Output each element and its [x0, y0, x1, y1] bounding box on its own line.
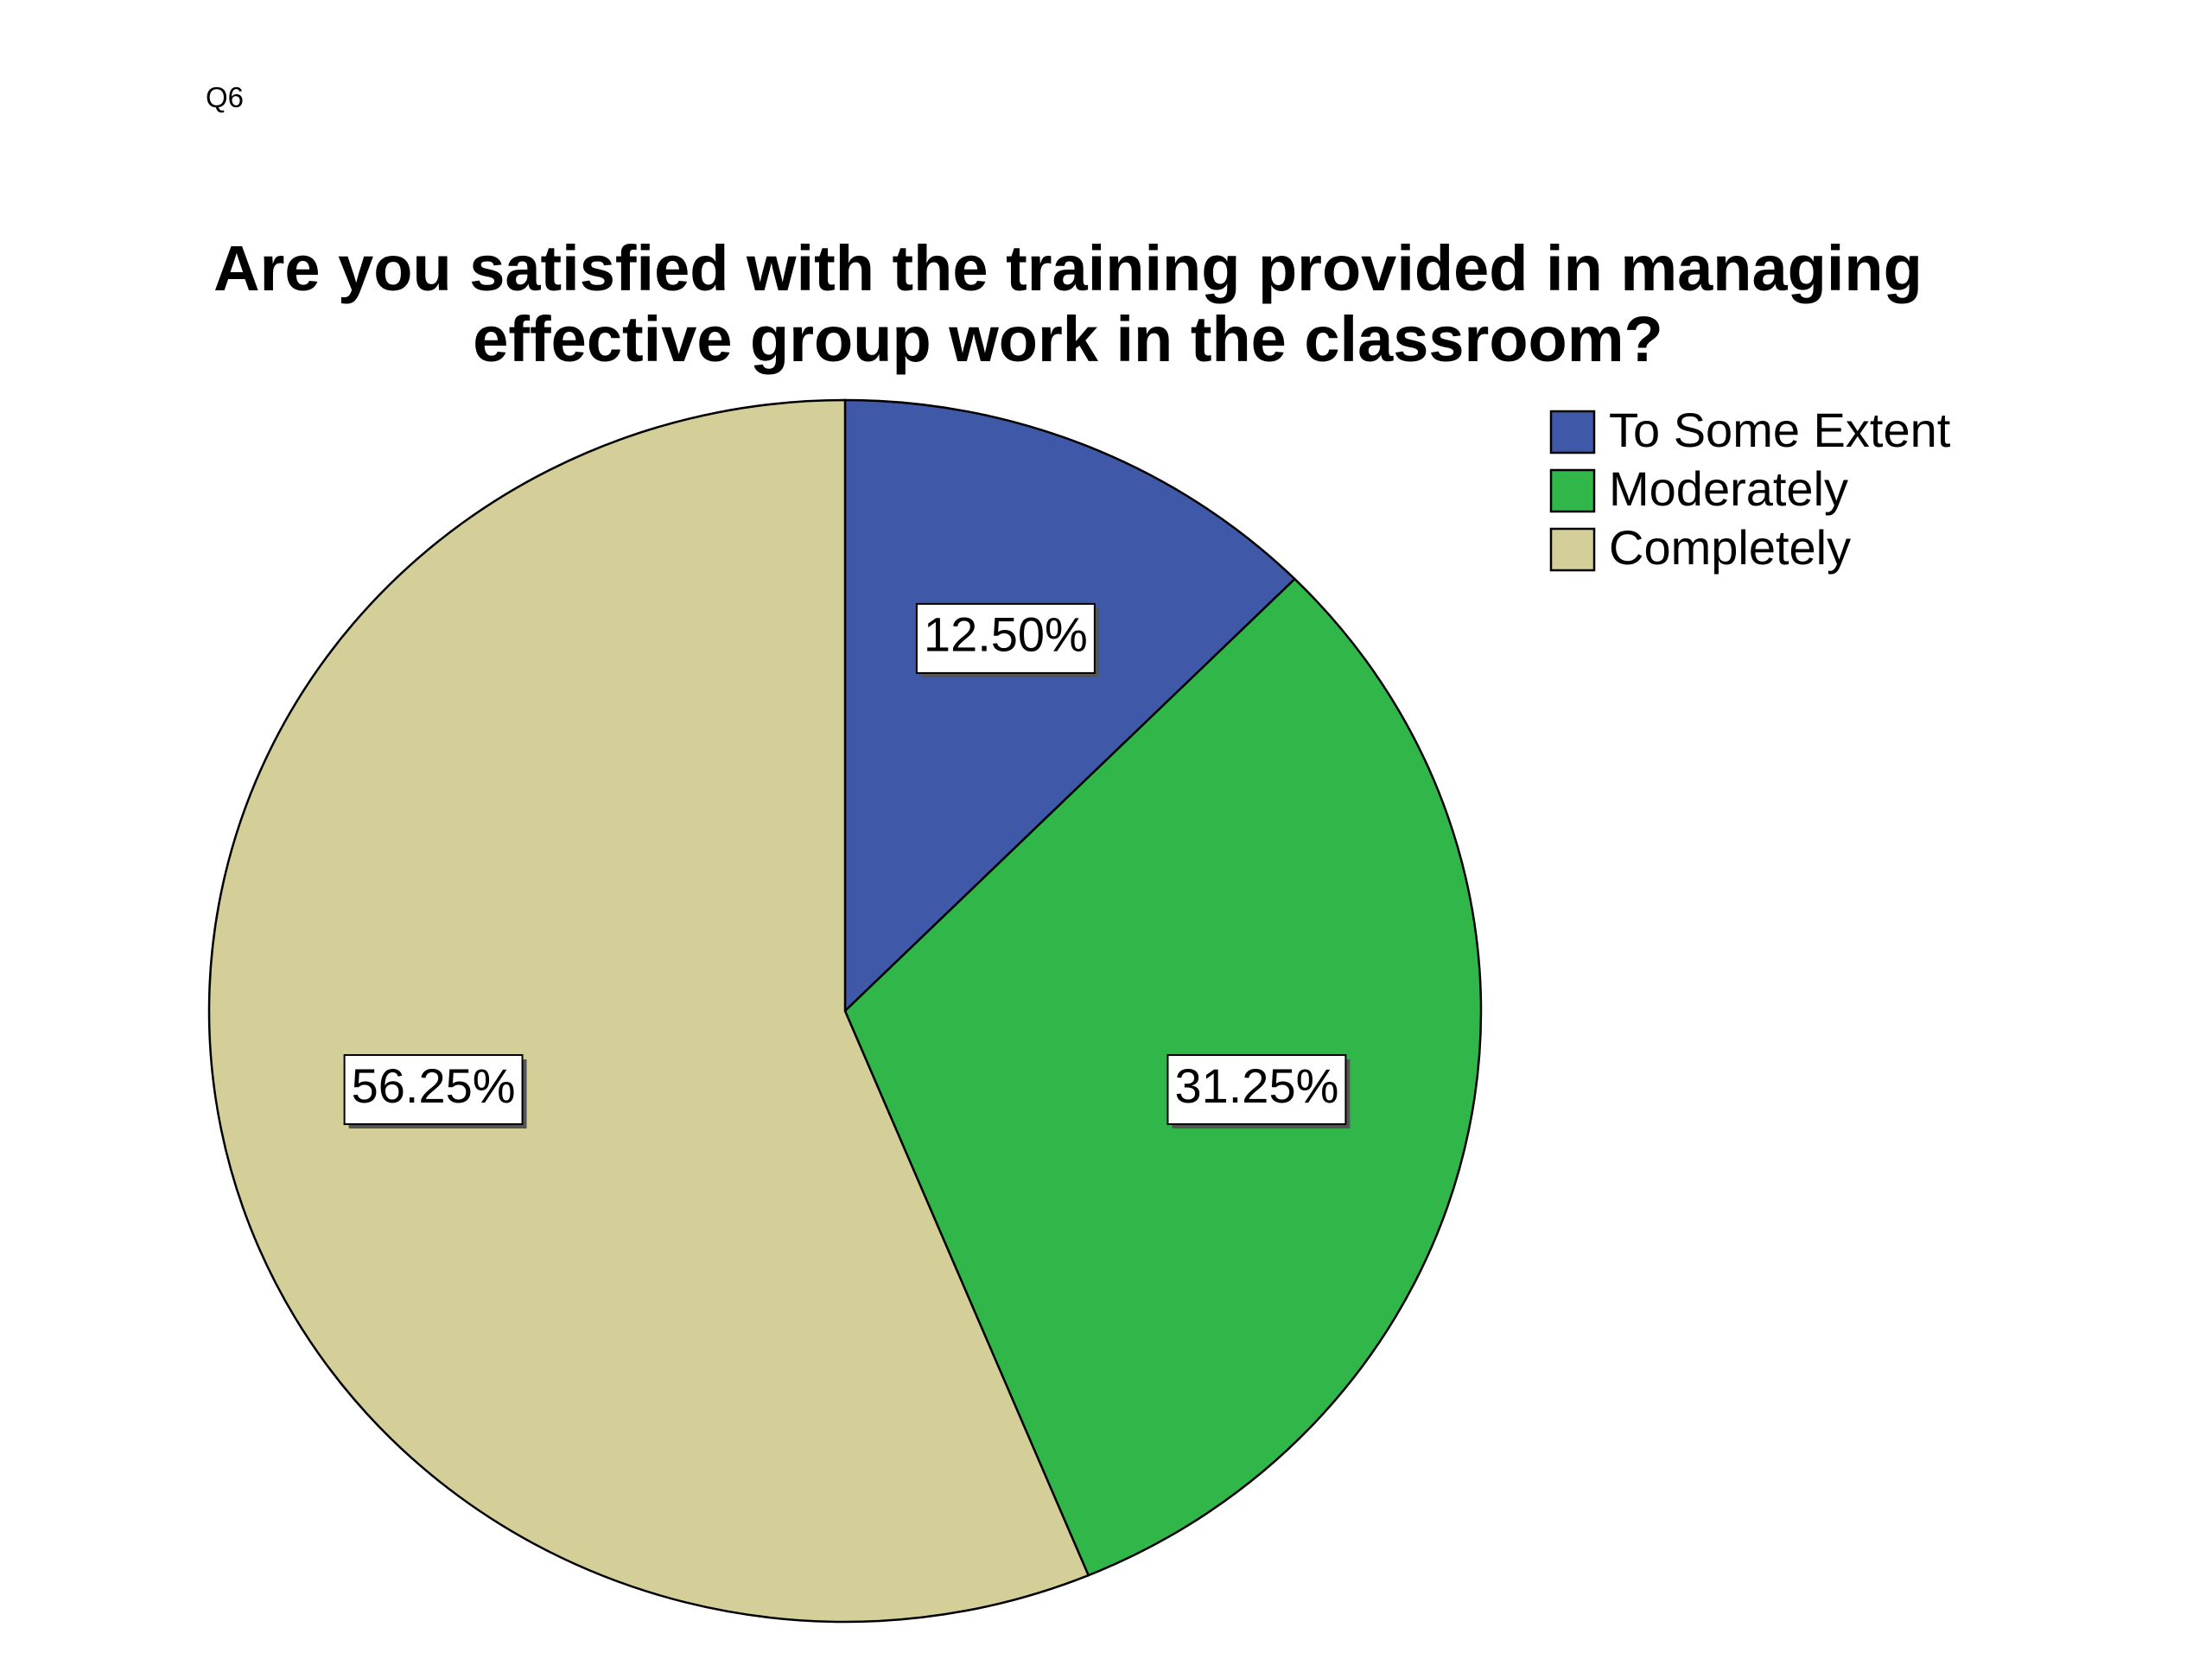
legend-swatch — [1549, 468, 1596, 513]
legend-label: Moderately — [1609, 461, 1848, 516]
pie-slice — [843, 398, 1297, 1014]
pie-slice — [843, 577, 1483, 1577]
label-box — [343, 1054, 524, 1126]
data-label: 12.50% — [924, 607, 1088, 662]
chart-title: Are you satisfied with the training prov… — [213, 232, 1923, 375]
legend-label: To Some Extent — [1609, 403, 1951, 457]
legend-swatch — [1549, 410, 1596, 454]
pie-slice — [207, 398, 1090, 1624]
page-label: Q6 — [206, 81, 245, 113]
legend-swatch — [1549, 527, 1596, 572]
label-box — [1166, 1054, 1347, 1126]
data-label: 31.25% — [1174, 1058, 1338, 1113]
legend-label: Completely — [1609, 520, 1851, 575]
label-box — [915, 602, 1096, 674]
data-label: 56.25% — [352, 1058, 516, 1113]
